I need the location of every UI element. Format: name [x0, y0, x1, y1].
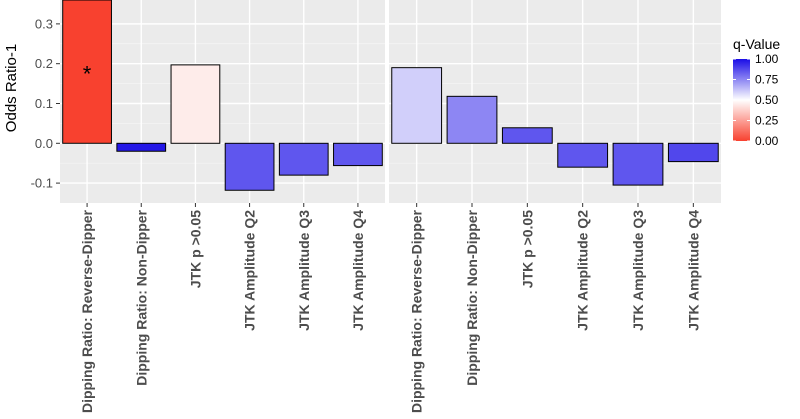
y-tick-label: 0.2: [35, 56, 53, 71]
bar-1-6: [333, 142, 383, 167]
x-tick-label: JTK Amplitude Q2: [575, 210, 591, 331]
y-tick-label: 0.3: [35, 16, 53, 31]
legend-colorbar: [733, 59, 750, 141]
bar-1-4: [224, 142, 275, 191]
x-tick-label: JTK Amplitude Q4: [350, 210, 366, 331]
bar-2-5: [612, 142, 664, 186]
x-tick-label: JTK p >0.05: [519, 210, 535, 288]
panel-background: [389, 0, 721, 203]
x-tick-label: Dipping Ratio: Non-Dipper: [464, 209, 480, 385]
bar-1-3: [170, 64, 221, 144]
x-tick-label: Dipping Ratio: Non-Dipper: [133, 209, 149, 385]
legend-title: q-Value: [733, 36, 780, 52]
x-tick-label: Dipping Ratio: Reverse-Dipper: [409, 209, 425, 413]
panel-2: Dipping Ratio: Reverse-Dipper Dipping Rat…: [389, 0, 721, 413]
legend-tick-label: 0.00: [755, 134, 779, 148]
panel-1: * Dipping Ratio: Reverse-Dipper Dipping Ra…: [60, 0, 385, 413]
bar-1-1: [62, 0, 112, 144]
x-tick-label: JTK Amplitude Q3: [296, 210, 312, 331]
y-axis-title: Odds Ratio-1: [3, 44, 20, 132]
x-tick-label: JTK Amplitude Q3: [630, 210, 646, 331]
legend-tick-label: 0.25: [755, 114, 779, 128]
x-tick-label: JTK Amplitude Q4: [685, 210, 701, 331]
bar-2-2: [446, 95, 498, 144]
legend-tick-label: 1.00: [755, 52, 779, 66]
y-tick-label: 0.0: [35, 136, 53, 151]
bar-1-5: [278, 142, 329, 176]
x-tick-label: JTK p >0.05: [187, 210, 203, 288]
legend-tick-label: 0.75: [755, 73, 779, 87]
legend-tick-label: 0.50: [755, 93, 779, 107]
significance-star: *: [83, 62, 92, 87]
x-tick-label: Dipping Ratio: Reverse-Dipper: [79, 209, 95, 413]
y-tick-label: 0.1: [35, 96, 53, 111]
y-tick-label: -0.1: [31, 176, 53, 191]
bar-1-2: [116, 142, 167, 152]
bar-2-3: [501, 127, 553, 144]
bar-2-6: [667, 142, 719, 163]
panel-background: [60, 0, 385, 203]
x-tick-label: JTK Amplitude Q2: [242, 210, 258, 331]
bar-2-4: [557, 142, 609, 168]
bar-2-1: [391, 67, 443, 144]
